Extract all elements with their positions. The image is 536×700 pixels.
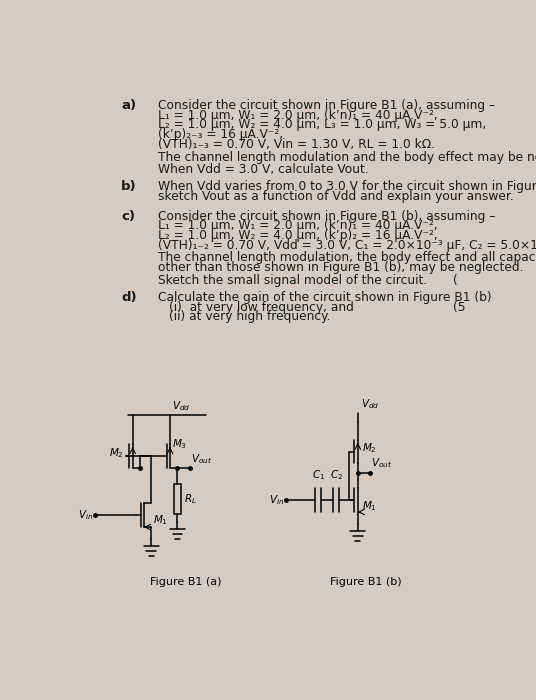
- Text: When Vdd varies from 0 to 3.0 V for the circuit shown in Figure B1 (a),: When Vdd varies from 0 to 3.0 V for the …: [159, 180, 536, 193]
- Text: $C_2$: $C_2$: [330, 468, 343, 482]
- Text: other than those shown in Figure B1 (b), may be neglected.: other than those shown in Figure B1 (b),…: [159, 261, 524, 274]
- Text: $R_L$: $R_L$: [184, 492, 197, 506]
- Text: $V_{dd}$: $V_{dd}$: [361, 397, 379, 411]
- Text: Consider the circuit shown in Figure B1 (b), assuming –: Consider the circuit shown in Figure B1 …: [159, 209, 496, 223]
- Text: L₂ = 1.0 μm, W₂ = 4.0 μm, (k’p)₂ = 16 μA.V⁻²,: L₂ = 1.0 μm, W₂ = 4.0 μm, (k’p)₂ = 16 μA…: [159, 229, 438, 242]
- Text: (i)  at very low frequency, and: (i) at very low frequency, and: [169, 301, 354, 314]
- Text: L₂ = 1.0 μm, W₂ = 4.0 μm, L₃ = 1.0 μm, W₃ = 5.0 μm,: L₂ = 1.0 μm, W₂ = 4.0 μm, L₃ = 1.0 μm, W…: [159, 118, 487, 132]
- Text: $M_3$: $M_3$: [172, 437, 187, 451]
- Text: d): d): [121, 291, 137, 304]
- Text: L₁ = 1.0 μm, W₁ = 2.0 μm, (k’n)₁ = 40 μA.V⁻²,: L₁ = 1.0 μm, W₁ = 2.0 μm, (k’n)₁ = 40 μA…: [159, 108, 438, 122]
- Text: $M_1$: $M_1$: [153, 514, 168, 528]
- Text: c): c): [121, 209, 135, 223]
- Text: (5: (5: [453, 301, 466, 314]
- Text: $V_{in}$: $V_{in}$: [269, 494, 284, 507]
- Text: $M_2$: $M_2$: [109, 447, 124, 460]
- Text: $V_{in}$: $V_{in}$: [78, 508, 93, 522]
- Text: (ii) at very high frequency.: (ii) at very high frequency.: [169, 310, 330, 323]
- Text: (k’p)₂₋₃ = 16 μA.V⁻²,: (k’p)₂₋₃ = 16 μA.V⁻²,: [159, 128, 284, 141]
- Text: $M_2$: $M_2$: [362, 442, 377, 455]
- Text: L₁ = 1.0 μm, W₁ = 2.0 μm, (k’n)₁ = 40 μA.V⁻²,: L₁ = 1.0 μm, W₁ = 2.0 μm, (k’n)₁ = 40 μA…: [159, 219, 438, 232]
- Text: When Vdd = 3.0 V, calculate Vout.: When Vdd = 3.0 V, calculate Vout.: [159, 162, 369, 176]
- Text: Sketch the small signal model of the circuit.: Sketch the small signal model of the cir…: [159, 274, 428, 287]
- Text: $V_{out}$: $V_{out}$: [191, 452, 212, 466]
- Text: The channel length modulation and the body effect may be neglected.: The channel length modulation and the bo…: [159, 150, 536, 164]
- Text: Figure B1 (a): Figure B1 (a): [150, 577, 221, 587]
- Text: a): a): [121, 99, 136, 112]
- Text: Consider the circuit shown in Figure B1 (a), assuming –: Consider the circuit shown in Figure B1 …: [159, 99, 495, 112]
- Text: The channel length modulation, the body effect and all capacitances,: The channel length modulation, the body …: [159, 251, 536, 264]
- Text: Calculate the gain of the circuit shown in Figure B1 (b): Calculate the gain of the circuit shown …: [159, 291, 492, 304]
- Text: sketch Vout as a function of Vdd and explain your answer.: sketch Vout as a function of Vdd and exp…: [159, 190, 514, 202]
- Text: (VTH)₁₋₃ = 0.70 V, Vin = 1.30 V, RL = 1.0 kΩ.: (VTH)₁₋₃ = 0.70 V, Vin = 1.30 V, RL = 1.…: [159, 138, 436, 151]
- Text: (VTH)₁₋₂ = 0.70 V, Vdd = 3.0 V, C₁ = 2.0×10⁻³ μF, C₂ = 5.0×10⁻³ μF.: (VTH)₁₋₂ = 0.70 V, Vdd = 3.0 V, C₁ = 2.0…: [159, 239, 536, 252]
- Bar: [174, 484, 181, 514]
- Text: $V_{dd}$: $V_{dd}$: [172, 399, 190, 413]
- Text: $M_1$: $M_1$: [362, 500, 377, 514]
- Text: b): b): [121, 180, 137, 193]
- Text: Figure B1 (b): Figure B1 (b): [330, 577, 402, 587]
- Text: $V_{out}$: $V_{out}$: [371, 456, 393, 470]
- Text: $C_1$: $C_1$: [312, 468, 325, 482]
- Text: (: (: [453, 274, 458, 287]
